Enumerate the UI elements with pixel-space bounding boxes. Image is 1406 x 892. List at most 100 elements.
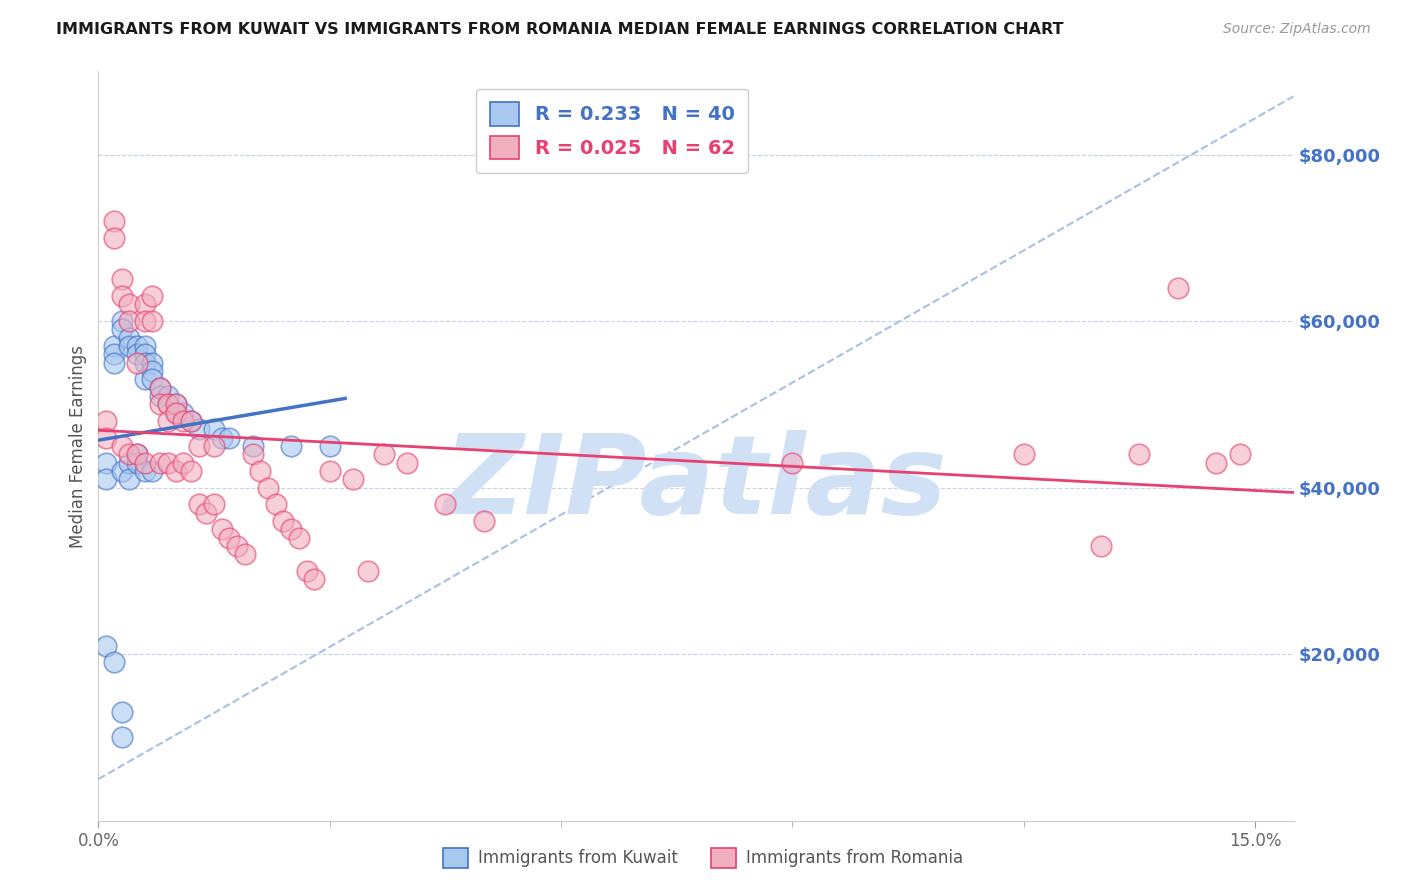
- Point: [395, 456, 418, 470]
- Point: [295, 564, 318, 578]
- Point: [202, 422, 225, 436]
- Point: [125, 456, 148, 470]
- Text: ZIPatlas: ZIPatlas: [444, 430, 948, 537]
- Point: [125, 447, 148, 461]
- Point: [118, 472, 141, 486]
- Point: [172, 414, 194, 428]
- Point: [110, 706, 132, 720]
- Point: [110, 439, 132, 453]
- Point: [1128, 447, 1150, 461]
- Point: [165, 397, 187, 411]
- Point: [103, 347, 125, 361]
- Point: [242, 439, 264, 453]
- Point: [149, 397, 172, 411]
- Point: [1205, 456, 1227, 470]
- Point: [125, 447, 148, 461]
- Point: [218, 531, 240, 545]
- Point: [141, 289, 163, 303]
- Point: [134, 314, 156, 328]
- Point: [134, 464, 156, 478]
- Point: [434, 497, 457, 511]
- Point: [125, 347, 148, 361]
- Point: [288, 531, 311, 545]
- Point: [242, 447, 264, 461]
- Point: [134, 339, 156, 353]
- Point: [319, 464, 342, 478]
- Point: [125, 339, 148, 353]
- Point: [156, 456, 179, 470]
- Point: [165, 464, 187, 478]
- Point: [94, 472, 117, 486]
- Point: [273, 514, 295, 528]
- Y-axis label: Median Female Earnings: Median Female Earnings: [69, 344, 87, 548]
- Point: [94, 431, 117, 445]
- Point: [141, 314, 163, 328]
- Point: [110, 322, 132, 336]
- Point: [134, 356, 156, 370]
- Point: [156, 389, 179, 403]
- Point: [118, 456, 141, 470]
- Point: [156, 397, 179, 411]
- Point: [103, 356, 125, 370]
- Point: [211, 522, 233, 536]
- Point: [249, 464, 271, 478]
- Point: [110, 272, 132, 286]
- Point: [202, 439, 225, 453]
- Point: [1012, 447, 1035, 461]
- Legend: R = 0.233   N = 40, R = 0.025   N = 62: R = 0.233 N = 40, R = 0.025 N = 62: [477, 88, 748, 173]
- Point: [141, 372, 163, 386]
- Point: [94, 639, 117, 653]
- Point: [280, 439, 302, 453]
- Point: [319, 439, 342, 453]
- Point: [1229, 447, 1251, 461]
- Text: IMMIGRANTS FROM KUWAIT VS IMMIGRANTS FROM ROMANIA MEDIAN FEMALE EARNINGS CORRELA: IMMIGRANTS FROM KUWAIT VS IMMIGRANTS FRO…: [56, 22, 1064, 37]
- Point: [110, 731, 132, 745]
- Point: [141, 464, 163, 478]
- Point: [342, 472, 364, 486]
- Point: [165, 406, 187, 420]
- Point: [141, 356, 163, 370]
- Point: [110, 464, 132, 478]
- Text: Source: ZipAtlas.com: Source: ZipAtlas.com: [1223, 22, 1371, 37]
- Point: [134, 372, 156, 386]
- Point: [187, 422, 209, 436]
- Point: [472, 514, 495, 528]
- Point: [218, 431, 240, 445]
- Point: [103, 656, 125, 670]
- Point: [233, 547, 256, 561]
- Point: [118, 447, 141, 461]
- Point: [172, 406, 194, 420]
- Point: [187, 497, 209, 511]
- Point: [149, 389, 172, 403]
- Point: [172, 456, 194, 470]
- Point: [118, 331, 141, 345]
- Point: [94, 414, 117, 428]
- Point: [187, 439, 209, 453]
- Point: [180, 414, 202, 428]
- Point: [373, 447, 395, 461]
- Point: [134, 297, 156, 311]
- Point: [156, 414, 179, 428]
- Legend: Immigrants from Kuwait, Immigrants from Romania: Immigrants from Kuwait, Immigrants from …: [436, 841, 970, 875]
- Point: [195, 506, 218, 520]
- Point: [1090, 539, 1112, 553]
- Point: [226, 539, 249, 553]
- Point: [103, 231, 125, 245]
- Point: [180, 414, 202, 428]
- Point: [125, 356, 148, 370]
- Point: [264, 497, 287, 511]
- Point: [156, 397, 179, 411]
- Point: [118, 297, 141, 311]
- Point: [118, 314, 141, 328]
- Point: [94, 456, 117, 470]
- Point: [149, 456, 172, 470]
- Point: [118, 339, 141, 353]
- Point: [211, 431, 233, 445]
- Point: [134, 347, 156, 361]
- Point: [110, 314, 132, 328]
- Point: [280, 522, 302, 536]
- Point: [103, 214, 125, 228]
- Point: [110, 289, 132, 303]
- Point: [165, 397, 187, 411]
- Point: [180, 464, 202, 478]
